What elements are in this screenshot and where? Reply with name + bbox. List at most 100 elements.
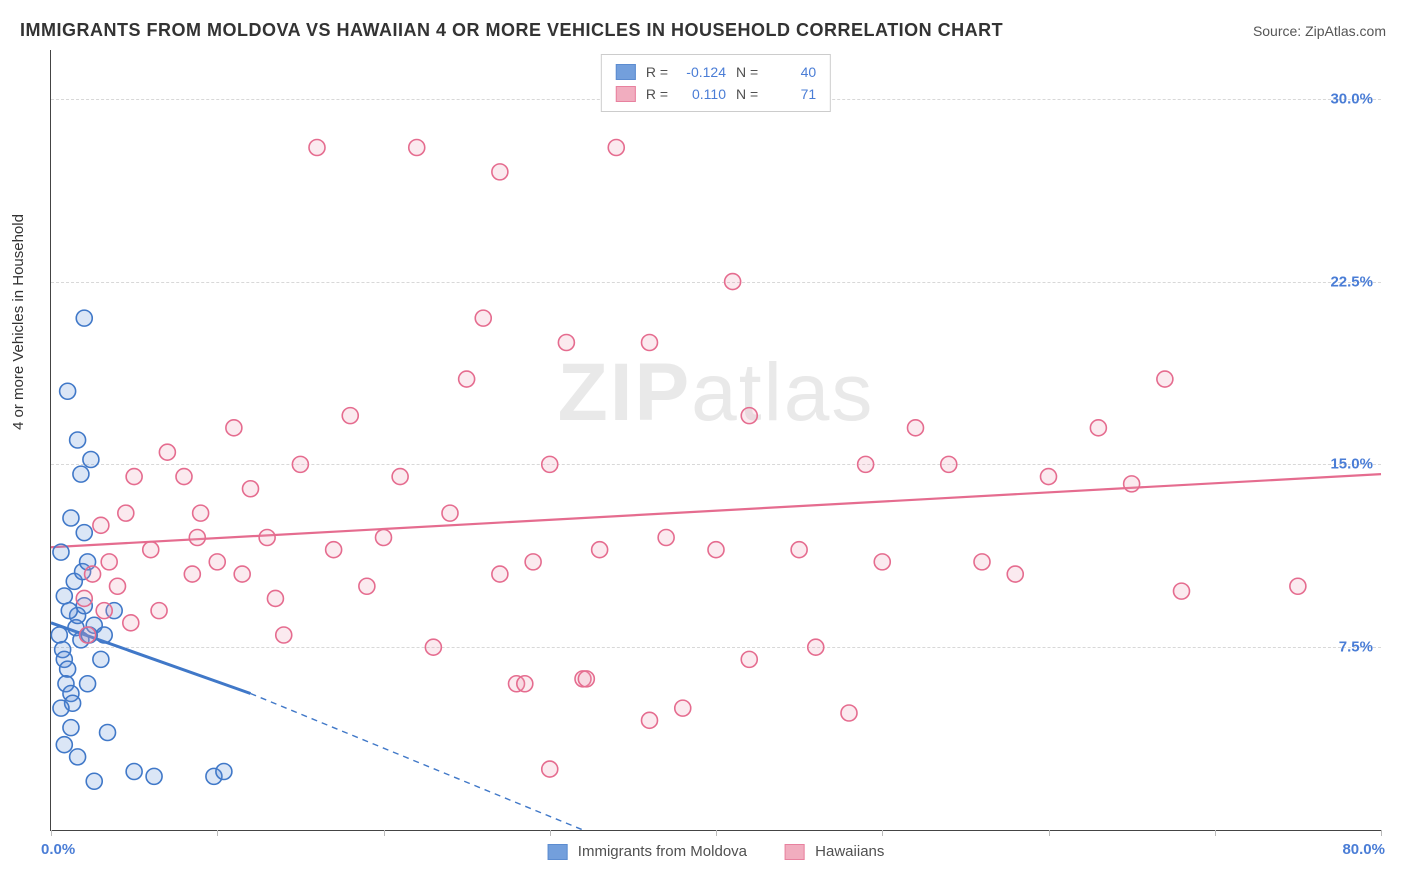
scatter-point-hawaiians <box>542 761 558 777</box>
legend-label-hawaiians: Hawaiians <box>815 843 884 860</box>
scatter-point-hawaiians <box>93 517 109 533</box>
scatter-point-hawaiians <box>1090 420 1106 436</box>
scatter-point-hawaiians <box>675 700 691 716</box>
scatter-point-hawaiians <box>578 671 594 687</box>
scatter-point-hawaiians <box>151 603 167 619</box>
scatter-point-hawaiians <box>409 140 425 156</box>
scatter-point-moldova <box>126 764 142 780</box>
scatter-point-hawaiians <box>841 705 857 721</box>
scatter-point-moldova <box>83 452 99 468</box>
scatter-point-moldova <box>100 725 116 741</box>
scatter-point-hawaiians <box>558 335 574 351</box>
r-label: R = <box>646 83 668 105</box>
scatter-point-hawaiians <box>1007 566 1023 582</box>
scatter-point-hawaiians <box>442 505 458 521</box>
scatter-point-hawaiians <box>459 371 475 387</box>
source-prefix: Source: <box>1253 23 1305 39</box>
scatter-point-hawaiians <box>974 554 990 570</box>
scatter-point-moldova <box>70 432 86 448</box>
scatter-point-hawaiians <box>189 530 205 546</box>
r-label: R = <box>646 61 668 83</box>
scatter-point-hawaiians <box>1041 469 1057 485</box>
scatter-point-moldova <box>76 310 92 326</box>
scatter-point-hawaiians <box>542 456 558 472</box>
scatter-point-hawaiians <box>159 444 175 460</box>
scatter-point-hawaiians <box>80 627 96 643</box>
scatter-point-hawaiians <box>475 310 491 326</box>
scatter-point-hawaiians <box>725 274 741 290</box>
scatter-point-hawaiians <box>176 469 192 485</box>
n-value-moldova: 40 <box>768 61 816 83</box>
scatter-point-hawaiians <box>392 469 408 485</box>
scatter-point-moldova <box>53 700 69 716</box>
scatter-point-hawaiians <box>874 554 890 570</box>
scatter-point-hawaiians <box>309 140 325 156</box>
scatter-points <box>51 50 1381 830</box>
scatter-point-hawaiians <box>1290 578 1306 594</box>
swatch-moldova-bottom <box>548 844 568 860</box>
scatter-point-moldova <box>56 737 72 753</box>
scatter-point-hawaiians <box>941 456 957 472</box>
scatter-point-hawaiians <box>808 639 824 655</box>
scatter-point-hawaiians <box>276 627 292 643</box>
scatter-point-hawaiians <box>292 456 308 472</box>
chart-title: IMMIGRANTS FROM MOLDOVA VS HAWAIIAN 4 OR… <box>20 20 1003 41</box>
scatter-point-moldova <box>76 525 92 541</box>
scatter-point-hawaiians <box>267 590 283 606</box>
scatter-point-moldova <box>60 383 76 399</box>
scatter-point-hawaiians <box>525 554 541 570</box>
scatter-point-hawaiians <box>96 603 112 619</box>
scatter-point-hawaiians <box>76 590 92 606</box>
scatter-point-hawaiians <box>376 530 392 546</box>
scatter-point-hawaiians <box>517 676 533 692</box>
scatter-point-moldova <box>63 510 79 526</box>
scatter-point-moldova <box>80 676 96 692</box>
scatter-point-hawaiians <box>708 542 724 558</box>
scatter-point-hawaiians <box>126 469 142 485</box>
scatter-point-moldova <box>93 651 109 667</box>
scatter-point-hawaiians <box>608 140 624 156</box>
scatter-point-hawaiians <box>259 530 275 546</box>
scatter-point-hawaiians <box>143 542 159 558</box>
n-value-hawaiians: 71 <box>768 83 816 105</box>
scatter-point-hawaiians <box>234 566 250 582</box>
bottom-legend: Immigrants from Moldova Hawaiians <box>548 843 885 860</box>
scatter-point-moldova <box>51 627 67 643</box>
scatter-point-moldova <box>56 588 72 604</box>
scatter-point-hawaiians <box>118 505 134 521</box>
scatter-point-hawaiians <box>492 164 508 180</box>
scatter-point-hawaiians <box>243 481 259 497</box>
y-axis-label: 4 or more Vehicles in Household <box>10 214 27 430</box>
swatch-hawaiians-bottom <box>785 844 805 860</box>
scatter-point-hawaiians <box>908 420 924 436</box>
scatter-point-moldova <box>60 661 76 677</box>
scatter-point-moldova <box>63 720 79 736</box>
legend-item-moldova: Immigrants from Moldova <box>548 843 747 860</box>
n-label: N = <box>736 83 758 105</box>
scatter-point-hawaiians <box>85 566 101 582</box>
scatter-point-hawaiians <box>184 566 200 582</box>
scatter-point-hawaiians <box>642 712 658 728</box>
legend-stats-row-hawaiians: R = 0.110 N = 71 <box>616 83 816 105</box>
scatter-point-hawaiians <box>791 542 807 558</box>
scatter-point-hawaiians <box>326 542 342 558</box>
scatter-point-hawaiians <box>492 566 508 582</box>
scatter-point-hawaiians <box>101 554 117 570</box>
source-name: ZipAtlas.com <box>1305 23 1386 39</box>
legend-item-hawaiians: Hawaiians <box>785 843 884 860</box>
r-value-hawaiians: 0.110 <box>678 83 726 105</box>
scatter-point-hawaiians <box>110 578 126 594</box>
scatter-point-hawaiians <box>359 578 375 594</box>
scatter-point-moldova <box>61 603 77 619</box>
scatter-point-hawaiians <box>209 554 225 570</box>
scatter-point-moldova <box>96 627 112 643</box>
swatch-moldova <box>616 64 636 80</box>
legend-stats-row-moldova: R = -0.124 N = 40 <box>616 61 816 83</box>
scatter-point-moldova <box>86 773 102 789</box>
scatter-point-hawaiians <box>1174 583 1190 599</box>
x-axis-min-label: 0.0% <box>41 841 75 858</box>
scatter-point-hawaiians <box>1157 371 1173 387</box>
scatter-point-hawaiians <box>592 542 608 558</box>
scatter-point-moldova <box>73 466 89 482</box>
swatch-hawaiians <box>616 86 636 102</box>
